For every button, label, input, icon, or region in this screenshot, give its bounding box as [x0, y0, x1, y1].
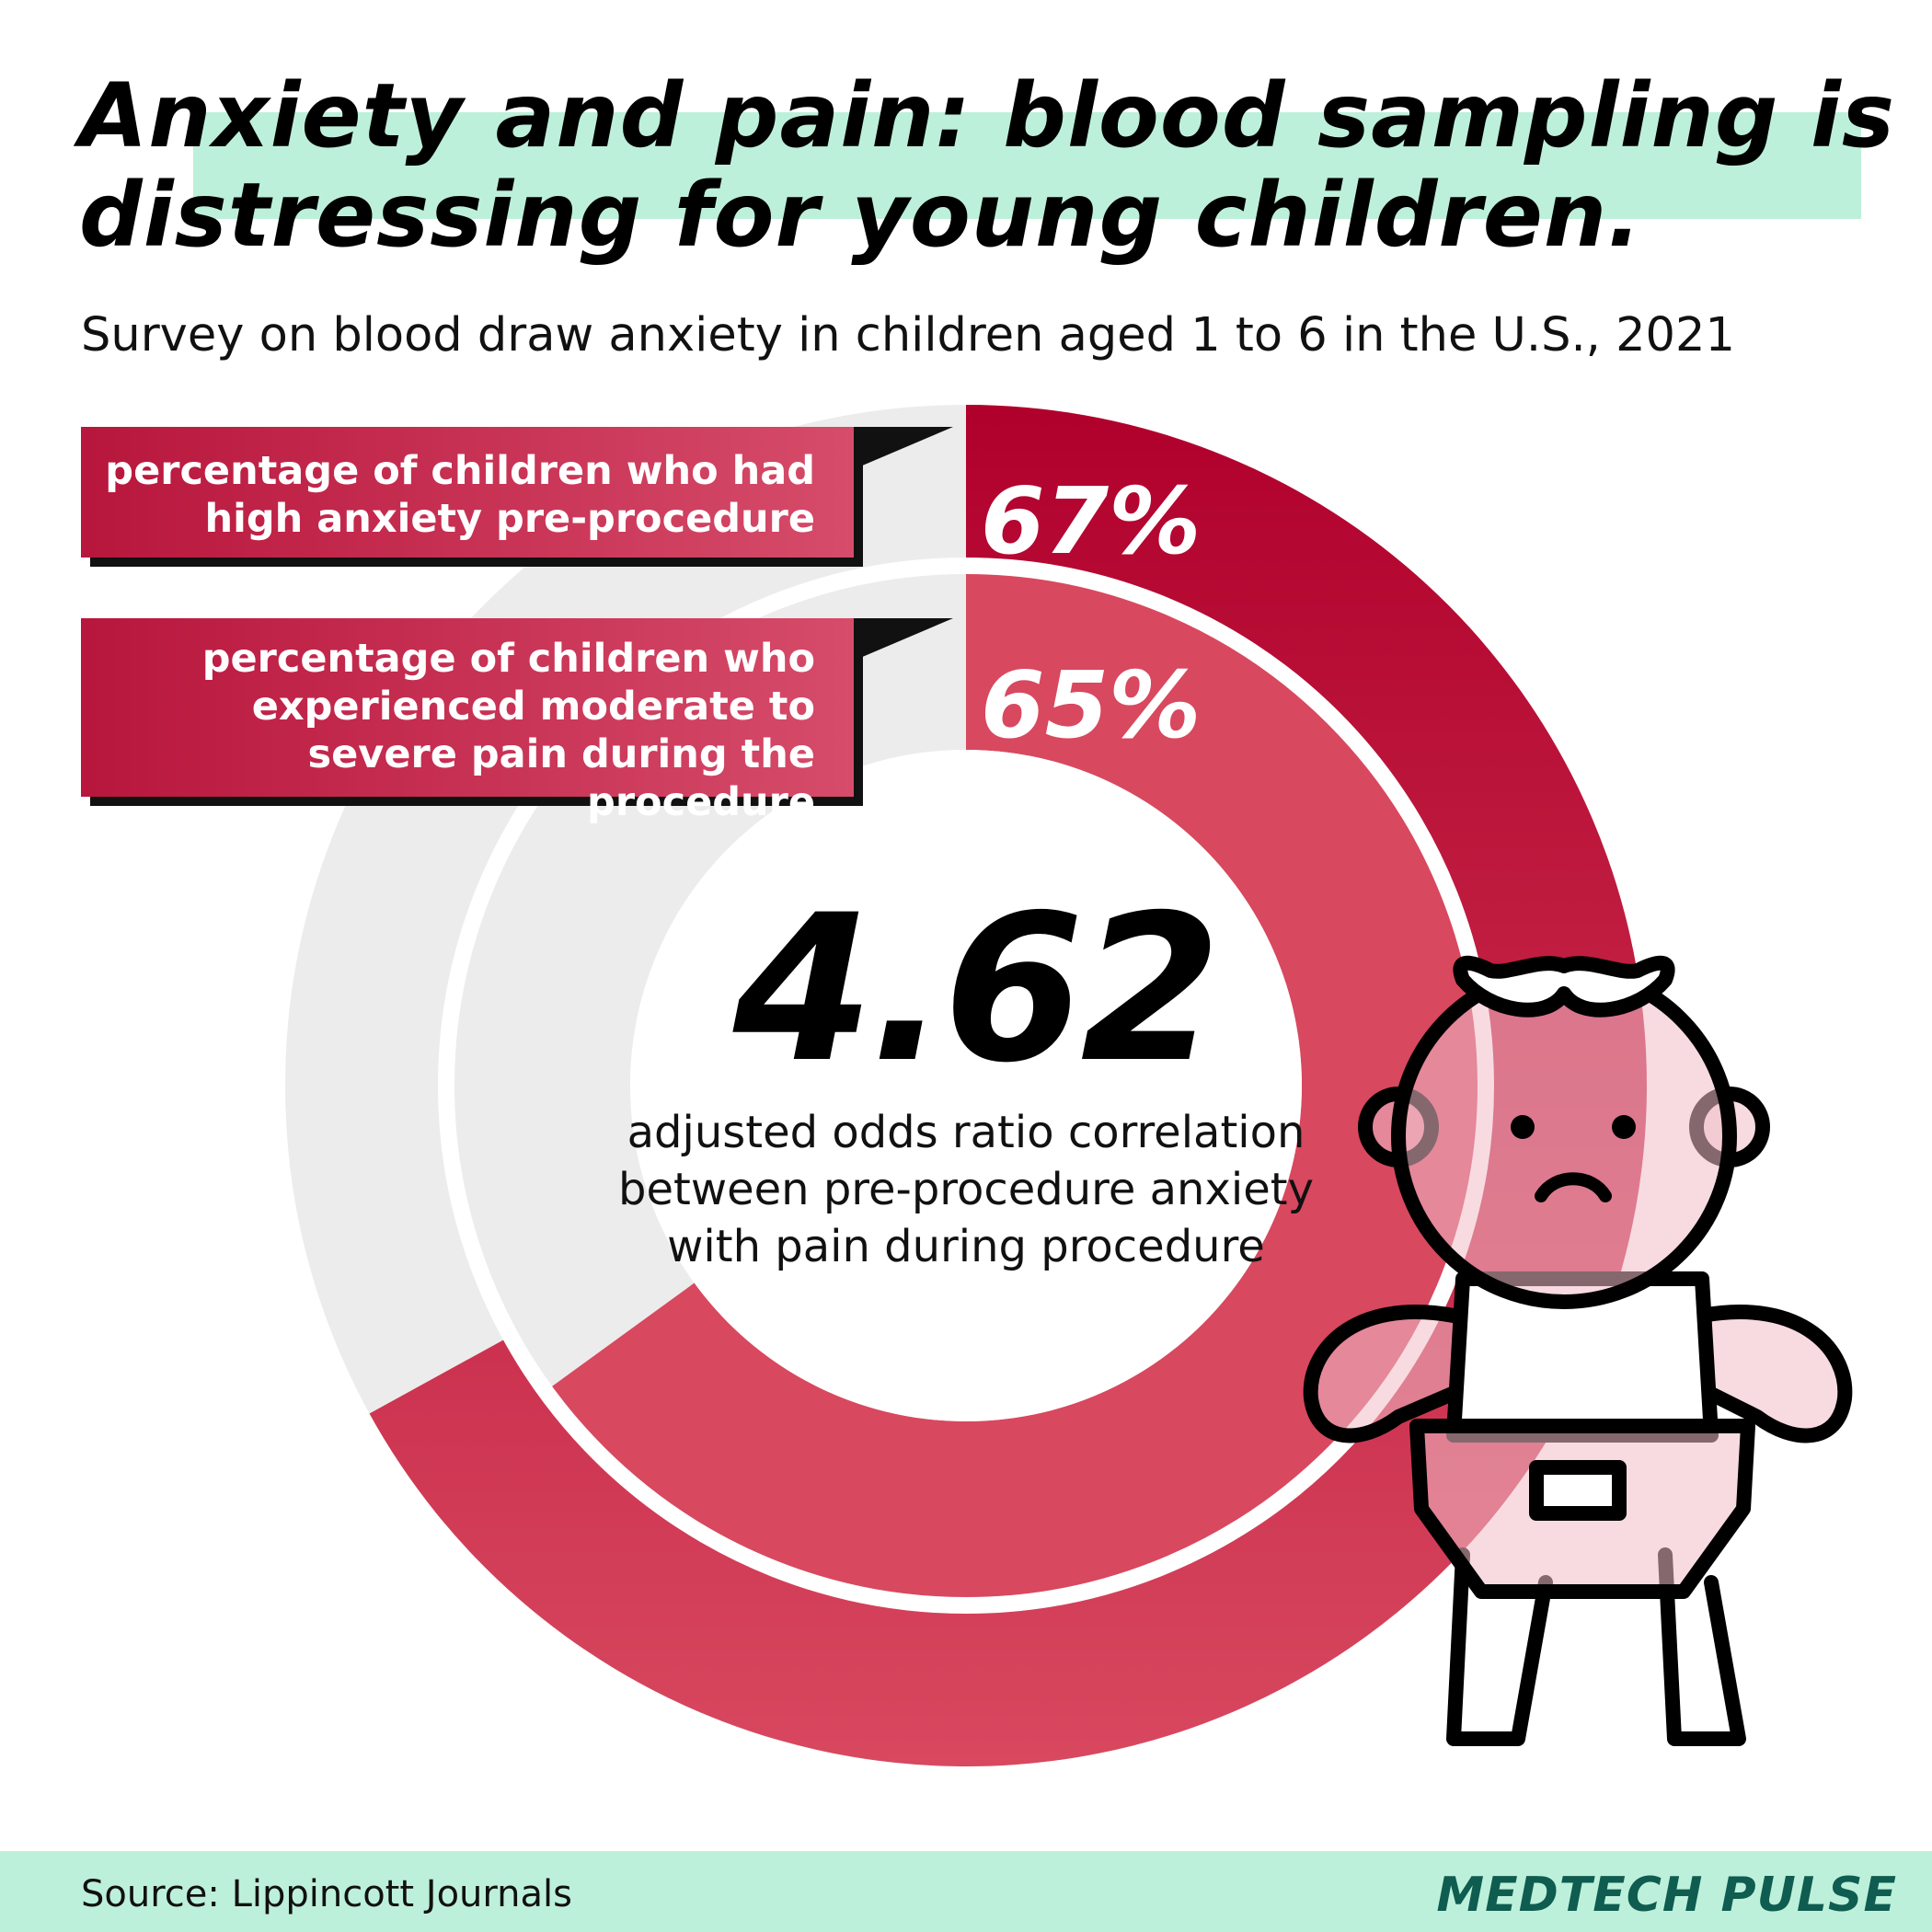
odds-ratio-value: 4.62 — [732, 871, 1222, 1107]
series-label-pain: percentage of children who experienced m… — [81, 618, 854, 825]
value-label-pain: 65% — [981, 651, 1202, 759]
series-label-anxiety: percentage of children who had high anxi… — [81, 427, 854, 558]
odds-ratio-caption: adjusted odds ratio correlation between … — [618, 1107, 1314, 1272]
brand-logo: MEDTECH PULSE — [1436, 1868, 1897, 1923]
footer: Source: Lippincott Journals MEDTECH PULS… — [0, 1851, 1932, 1932]
donut-hole — [630, 750, 1302, 1421]
page-title: Anxiety and pain: blood sampling is dist… — [79, 64, 1895, 267]
ring-arc-pain — [545, 566, 1486, 1605]
page-subtitle: Survey on blood draw anxiety in children… — [81, 308, 1735, 362]
source-note: Source: Lippincott Journals — [81, 1873, 572, 1915]
value-label-anxiety: 67% — [981, 467, 1202, 575]
title-highlight — [193, 112, 1861, 219]
